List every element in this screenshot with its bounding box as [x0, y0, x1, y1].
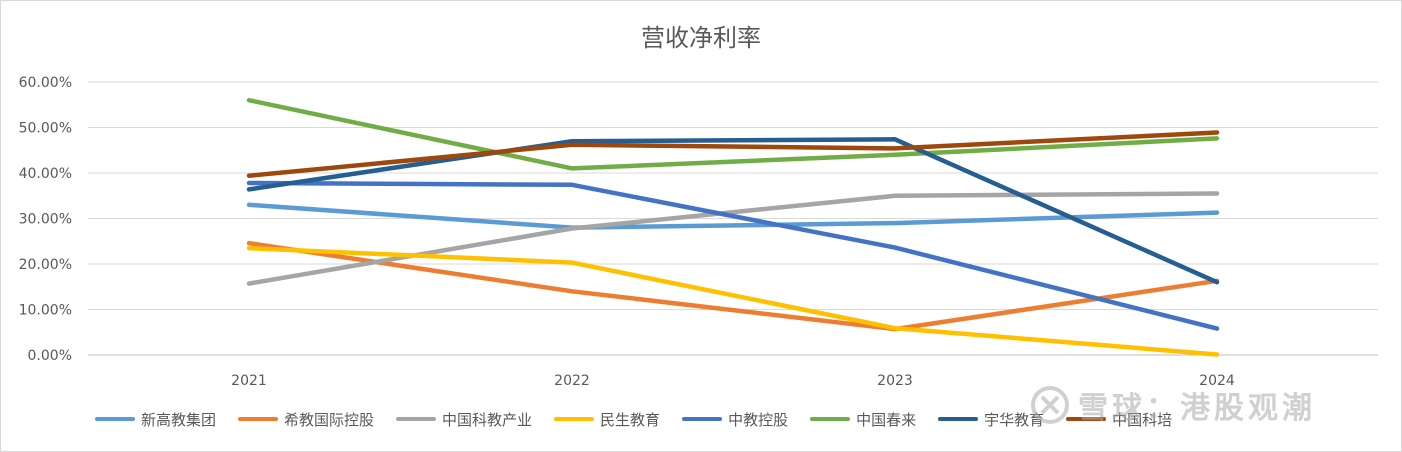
series-line — [246, 97, 1220, 171]
legend-label: 中国春来 — [856, 410, 917, 429]
x-tick-label: 2022 — [554, 373, 590, 389]
y-tick-label: 10.00% — [19, 303, 72, 319]
legend-swatch — [396, 417, 437, 421]
legend-swatch — [810, 417, 851, 421]
series-line — [246, 130, 1220, 178]
y-tick-label: 50.00% — [19, 121, 72, 137]
legend-item: 中国春来 — [810, 409, 916, 430]
legend-item: 新高教集团 — [95, 409, 216, 430]
legend-item: 中教控股 — [682, 409, 788, 430]
watermark: 雪球：港股观潮 — [1030, 383, 1316, 427]
x-tick-label: 2024 — [1199, 373, 1235, 389]
legend-label: 民生教育 — [600, 410, 661, 429]
legend-label: 中国科教产业 — [442, 410, 533, 429]
x-tick-label: 2021 — [231, 373, 267, 389]
y-tick-label: 40.00% — [19, 166, 72, 182]
watermark-text: 雪球：港股观潮 — [1078, 391, 1316, 426]
legend-label: 新高教集团 — [141, 410, 217, 429]
legend-label: 宇华教育 — [984, 410, 1045, 429]
y-tick-label: 60.00% — [19, 75, 72, 91]
legend-item: 中国科教产业 — [396, 409, 532, 430]
legend-label: 希教国际控股 — [284, 410, 375, 429]
legend-item: 希教国际控股 — [238, 409, 374, 430]
legend-swatch — [682, 417, 723, 421]
legend: 新高教集团 希教国际控股 中国科教产业 民生教育 中教控股 中国春来 宇华教育 中国科培 — [95, 407, 1194, 431]
legend-item: 中国科培 — [1066, 409, 1172, 430]
series-line — [246, 137, 1220, 285]
y-tick-label: 20.00% — [19, 257, 72, 273]
legend-swatch — [554, 417, 595, 421]
legend-item: 民生教育 — [554, 409, 660, 430]
legend-item: 宇华教育 — [938, 409, 1044, 430]
legend-swatch — [238, 417, 279, 421]
legend-swatch — [95, 417, 135, 421]
series-line — [246, 180, 1220, 331]
snowball-logo-icon — [1031, 386, 1069, 424]
legend-label: 中国科培 — [1112, 410, 1173, 429]
x-tick-label: 2023 — [877, 373, 913, 389]
chart-title: 营收净利率 — [641, 24, 761, 52]
series-line — [246, 245, 1220, 357]
legend-label: 中教控股 — [728, 410, 789, 429]
legend-swatch — [938, 417, 979, 421]
series-line — [246, 240, 1220, 332]
series-line — [246, 202, 1220, 230]
y-tick-label: 30.00% — [19, 212, 72, 228]
y-tick-label: 0.00% — [28, 348, 72, 364]
series-line — [246, 191, 1220, 286]
legend-swatch — [1066, 417, 1107, 421]
